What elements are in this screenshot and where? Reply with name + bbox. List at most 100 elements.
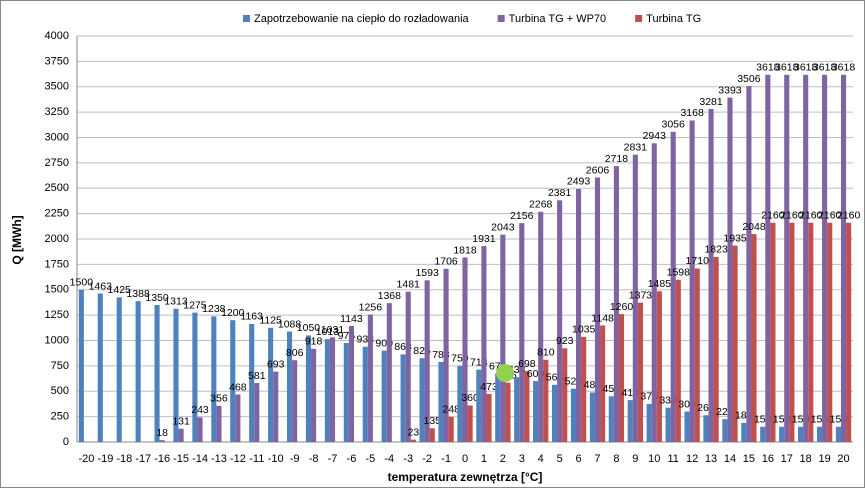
x-tick-label: 17 (781, 453, 793, 465)
bar (827, 222, 833, 442)
data-label: 1373 (629, 289, 653, 301)
x-tick-label: -19 (97, 453, 113, 465)
bar (211, 316, 217, 442)
legend-swatch (635, 15, 643, 22)
x-tick-label: -11 (249, 453, 264, 465)
data-label: 1500 (70, 277, 94, 289)
data-label: 2718 (605, 153, 629, 165)
data-label: 1485 (648, 278, 672, 290)
x-tick-label: 12 (686, 453, 698, 465)
x-tick-label: 0 (462, 453, 468, 465)
legend-label: Turbina TG (646, 13, 701, 25)
bar (467, 405, 473, 442)
legend-swatch (497, 15, 505, 22)
bar (448, 416, 454, 442)
y-tick-label: 500 (51, 385, 69, 397)
x-tick-label: 20 (837, 453, 849, 465)
y-tick-label: 3500 (45, 81, 69, 93)
data-label: 3056 (662, 119, 686, 131)
y-tick-label: 1750 (45, 258, 69, 270)
bar (311, 348, 317, 442)
x-tick-label: 3 (519, 453, 525, 465)
data-label: 1935 (723, 232, 747, 244)
bar (249, 323, 255, 442)
data-label: 2160 (799, 210, 823, 222)
data-label: 3281 (699, 96, 723, 108)
bar (462, 257, 468, 442)
data-label: 1368 (378, 290, 402, 302)
data-label: 923 (556, 335, 574, 347)
bar (618, 314, 625, 442)
data-label: 1481 (397, 278, 421, 290)
bar (816, 426, 823, 442)
bar (97, 293, 103, 442)
data-label: 2493 (567, 176, 591, 188)
x-tick-label: -17 (135, 453, 151, 465)
bar (741, 422, 747, 442)
x-tick-label: 16 (762, 453, 774, 465)
bar (713, 256, 719, 442)
data-label: 1260 (610, 301, 634, 313)
bar (159, 440, 165, 442)
x-tick-label: 7 (594, 453, 600, 465)
bar (135, 301, 141, 442)
data-label: 1710 (686, 255, 710, 267)
data-label: 698 (518, 358, 536, 370)
bar (765, 74, 771, 442)
data-label: 2160 (761, 210, 785, 222)
y-tick-label: 4000 (45, 30, 69, 42)
data-label: 3618 (775, 62, 799, 74)
bar (694, 268, 700, 442)
x-tick-label: 8 (613, 453, 619, 465)
bar (524, 371, 530, 442)
bar (216, 405, 222, 442)
bar (613, 166, 619, 443)
data-label: 1706 (434, 256, 458, 268)
data-label: 468 (229, 381, 247, 393)
x-tick-label: -7 (328, 453, 338, 465)
data-label: 1388 (126, 288, 150, 300)
bar (178, 428, 184, 442)
bar (727, 97, 733, 442)
bar (543, 359, 549, 442)
data-label: 3506 (737, 73, 761, 85)
data-label: 2048 (742, 221, 766, 233)
bar (324, 339, 330, 442)
data-label: 1200 (221, 307, 245, 319)
bar (481, 246, 487, 442)
bar (627, 400, 633, 442)
bar (822, 74, 828, 442)
bar (273, 371, 279, 442)
data-label: 1823 (704, 244, 728, 256)
bar (268, 327, 274, 442)
data-label: 131 (172, 415, 190, 427)
bar (600, 325, 606, 442)
bar (197, 417, 203, 442)
bar (784, 74, 790, 442)
bar (362, 346, 368, 442)
x-tick-label: 14 (724, 453, 736, 465)
bar (400, 354, 406, 442)
data-label: 1013 (316, 326, 340, 338)
bar (438, 362, 444, 442)
data-label: 1031 (321, 324, 345, 336)
data-label: 473 (480, 381, 498, 393)
data-label: 2156 (510, 210, 534, 222)
legend-swatch (243, 15, 250, 22)
x-axis-label: temperatura zewnętrza [°C] (388, 470, 543, 484)
bar (760, 426, 766, 442)
x-tick-label: -15 (173, 453, 189, 465)
data-label: 1818 (453, 244, 477, 256)
bar (570, 388, 577, 442)
bar (429, 428, 435, 442)
bar (732, 245, 738, 442)
bar (675, 279, 681, 442)
data-label: 2943 (643, 130, 667, 142)
data-label: 248 (442, 404, 460, 416)
x-tick-label: -3 (403, 453, 413, 465)
bar (500, 234, 506, 442)
bar (116, 297, 122, 442)
legend-label: Zapotrzebowanie na ciepło do rozładowani… (254, 13, 470, 25)
data-label: 3618 (813, 62, 837, 74)
x-tick-label: -10 (268, 453, 284, 465)
